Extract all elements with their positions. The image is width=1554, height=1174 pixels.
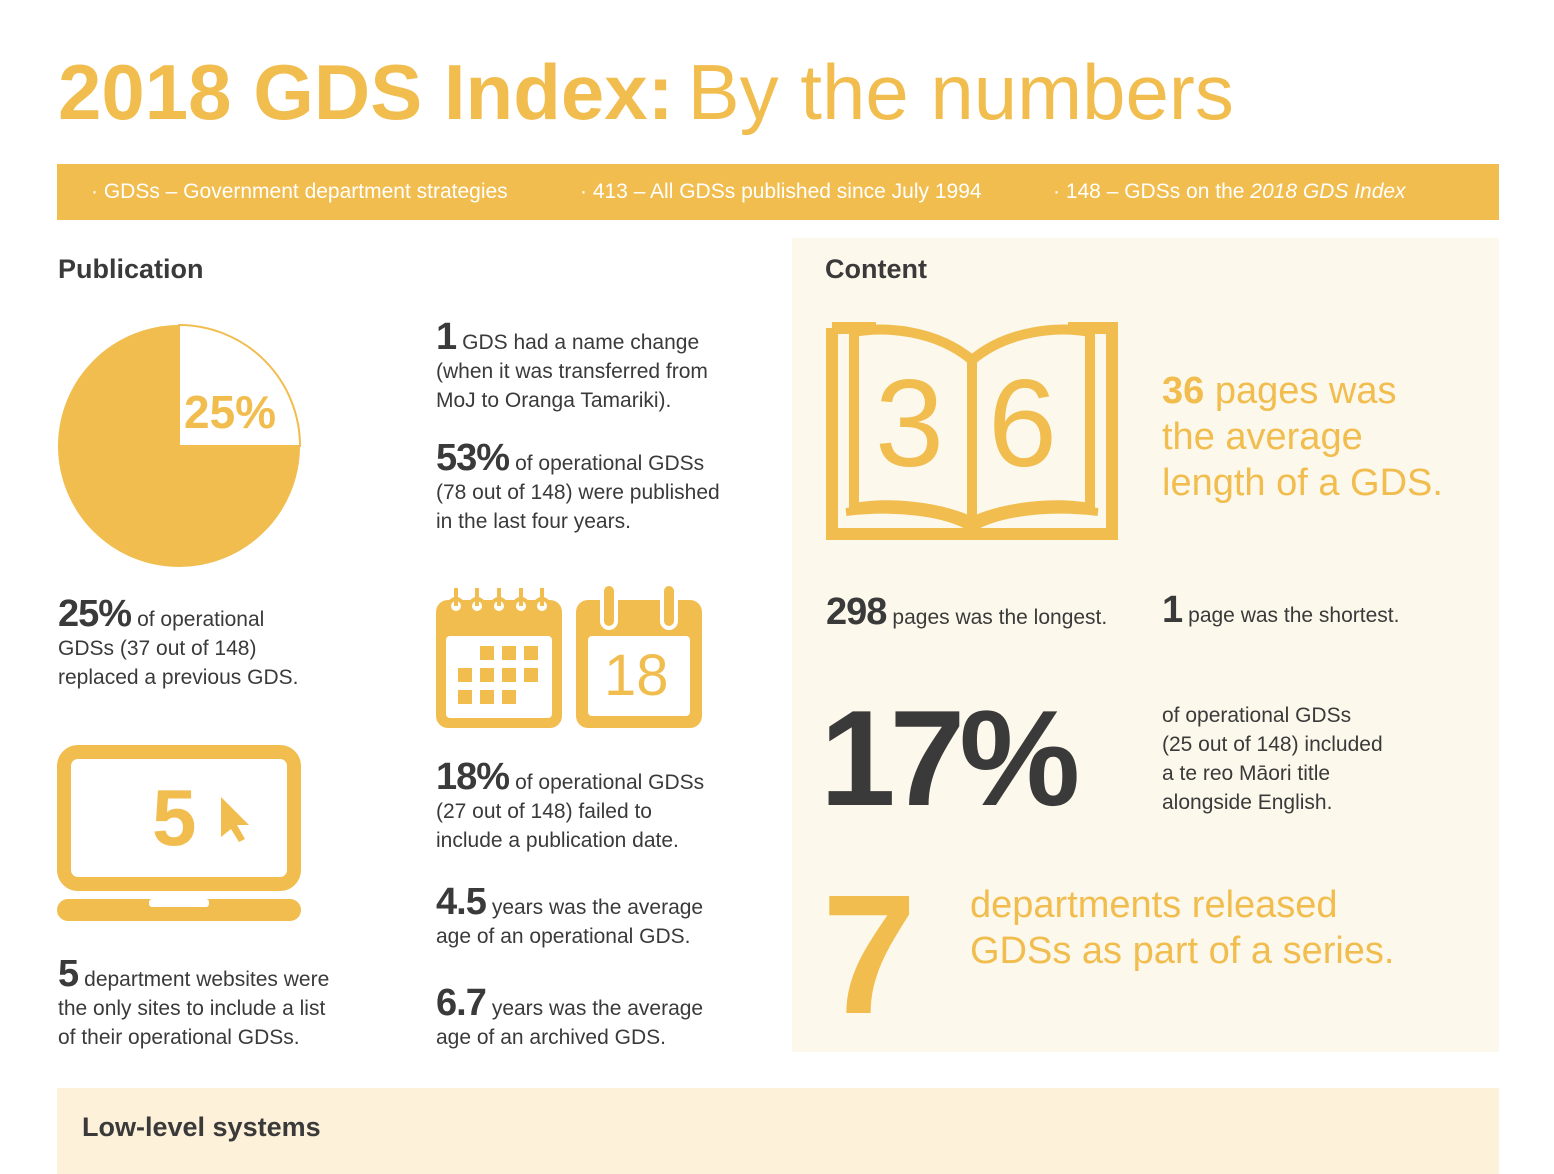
calendar-date-icon (576, 582, 702, 728)
calendar-grid-icon (436, 588, 562, 728)
stat-maori-line3: a te reo Māori title (1162, 762, 1331, 785)
stat-websites-num: 5 (58, 953, 79, 995)
calendar-number: 18 (604, 643, 669, 708)
stat-maori: of operational GDSs (25 out of 148) incl… (1162, 701, 1383, 817)
content-panel (792, 238, 1499, 1052)
stat-archived-line1: years was the average (491, 997, 704, 1020)
banner-item-gds: · GDSs – Government department strategie… (91, 180, 508, 203)
low-level-heading: Low-level systems (82, 1112, 321, 1142)
stat-replaced: 25% of operational GDSs (37 out of 148) r… (58, 595, 299, 692)
stat-websites: 5 department websites were the only sites… (58, 955, 330, 1052)
pie-chart (58, 323, 302, 567)
stat-avg-pages-num: 36 (1162, 370, 1205, 412)
pie-quarter-slice (178, 323, 302, 447)
stat-archived-line2: age of an archived GDS. (436, 1026, 666, 1049)
stat-maori-line2: (25 out of 148) included (1162, 733, 1383, 756)
stat-archived-num: 6.7 (436, 982, 487, 1024)
title-light: By the numbers (687, 48, 1234, 136)
stat-no-date-line1: of operational GDSs (515, 771, 705, 794)
stat-avg-pages: 36 pages was the average length of a GDS… (1162, 368, 1443, 506)
stat-series-line2: GDSs as part of a series. (970, 930, 1395, 972)
stat-recent-num: 53% (436, 437, 510, 479)
stat-replaced-line1: of operational (137, 608, 265, 631)
stat-replaced-num: 25% (58, 593, 132, 635)
stat-name-change: 1 GDS had a name change (when it was tran… (436, 318, 708, 415)
stat-name-change-line2: (when it was transferred from (436, 360, 708, 383)
stat-websites-line1: department websites were (84, 968, 330, 991)
stat-no-date: 18% of operational GDSs (27 out of 148) f… (436, 758, 705, 855)
book-digit-right: 6 (988, 355, 1057, 493)
page-title: 2018 GDS Index: By the numbers (58, 48, 1234, 136)
stat-websites-line2: the only sites to include a list (58, 997, 326, 1020)
laptop-icon (57, 745, 301, 921)
stat-longest-num: 298 (826, 591, 887, 633)
stat-maori-num: 17% (820, 682, 1080, 834)
stat-replaced-line2: GDSs (37 out of 148) (58, 637, 257, 660)
stat-name-change-line3: MoJ to Oranga Tamariki). (436, 389, 672, 412)
stat-avg-age-line1: years was the average (491, 896, 704, 919)
stat-recent-line1: of operational GDSs (515, 452, 705, 475)
stat-series-line1: departments released (970, 884, 1338, 926)
stat-recent: 53% of operational GDSs (78 out of 148) w… (436, 439, 720, 536)
stat-avg-pages-line1: pages was (1214, 370, 1397, 412)
stat-avg-pages-line2: the average (1162, 416, 1363, 458)
stat-longest-text: pages was the longest. (892, 606, 1108, 629)
stat-maori-line4: alongside English. (1162, 791, 1333, 814)
banner-item-413: · 413 – All GDSs published since July 19… (580, 180, 982, 203)
publication-heading: Publication (58, 254, 204, 284)
content-heading: Content (825, 254, 927, 284)
stat-series-num: 7 (822, 860, 917, 1050)
stat-maori-line1: of operational GDSs (1162, 704, 1352, 727)
title-bold: 2018 GDS Index: (58, 48, 674, 136)
pie-label: 25% (184, 386, 277, 438)
stat-replaced-line3: replaced a previous GDS. (58, 666, 299, 689)
banner-item-148-prefix: · 148 – GDSs on the (1053, 180, 1251, 203)
stat-recent-line2: (78 out of 148) were published (436, 481, 720, 504)
stat-avg-age: 4.5 years was the average age of an opera… (436, 883, 704, 951)
stat-avg-pages-line3: length of a GDS. (1162, 462, 1443, 504)
stat-recent-line3: in the last four years. (436, 510, 631, 533)
banner-item-148-italic: 2018 GDS Index (1250, 180, 1406, 203)
low-level-panel (57, 1088, 1499, 1174)
stat-archived: 6.7 years was the average age of an archi… (436, 984, 704, 1052)
stat-shortest-num: 1 (1162, 589, 1183, 631)
stat-avg-age-num: 4.5 (436, 881, 487, 923)
book-digit-left: 3 (875, 355, 944, 493)
stat-name-change-line1: GDS had a name change (462, 331, 700, 354)
stat-websites-line3: of their operational GDSs. (58, 1026, 300, 1049)
stat-longest: 298 pages was the longest. (826, 593, 1108, 632)
stat-series: departments released GDSs as part of a s… (970, 882, 1395, 974)
stat-avg-age-line2: age of an operational GDS. (436, 925, 691, 948)
stat-name-change-num: 1 (436, 316, 457, 358)
stat-no-date-num: 18% (436, 756, 510, 798)
definitions-banner: · GDSs – Government department strategie… (57, 164, 1499, 220)
laptop-number: 5 (152, 773, 197, 862)
stat-no-date-line3: include a publication date. (436, 829, 679, 852)
banner-item-148: · 148 – GDSs on the 2018 GDS Index (1053, 180, 1406, 204)
stat-no-date-line2: (27 out of 148) failed to (436, 800, 652, 823)
stat-shortest-text: page was the shortest. (1188, 604, 1400, 627)
cursor-icon (221, 797, 249, 842)
open-book-icon (826, 322, 1118, 540)
stat-shortest: 1 page was the shortest. (1162, 591, 1400, 630)
